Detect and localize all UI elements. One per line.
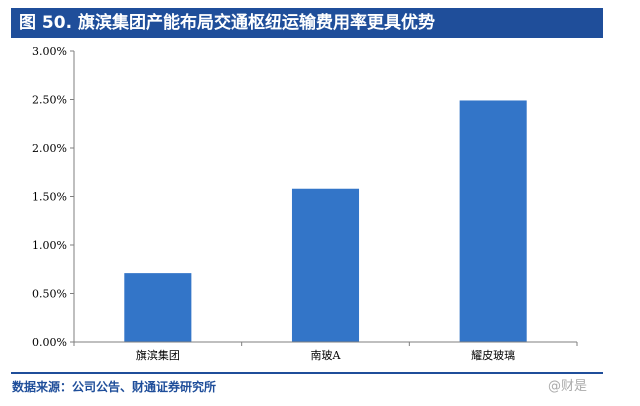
y-axis: 0.00% 0.50% 1.00% 1.50% 2.00% 2.50% 3.00% xyxy=(32,45,75,349)
footer-divider xyxy=(11,372,603,374)
bar-2 xyxy=(291,188,360,342)
x-axis: 旗滨集团 南玻A 耀皮玻璃 xyxy=(73,341,578,362)
bar-3 xyxy=(459,100,527,342)
data-source-note: 数据来源：公司公告、财通证券研究所 xyxy=(12,380,217,394)
y-tick-label: 1.50% xyxy=(32,191,67,204)
watermark: @财是 xyxy=(548,379,588,394)
bars xyxy=(124,100,527,342)
y-tick-label: 1.00% xyxy=(32,239,67,252)
y-tick-label: 2.50% xyxy=(32,94,67,107)
bar-1 xyxy=(124,273,192,342)
y-tick-label: 0.50% xyxy=(32,288,67,301)
y-tick-label: 3.00% xyxy=(32,45,67,58)
x-category-label: 旗滨集团 xyxy=(136,348,180,362)
y-tick-label: 2.00% xyxy=(32,142,67,155)
y-tick-label: 0.00% xyxy=(32,336,67,349)
x-category-label: 南玻A xyxy=(311,349,342,362)
x-category-label: 耀皮玻璃 xyxy=(471,348,515,362)
figure-title: 图 50. 旗滨集团产能布局交通枢纽运输费用率更具优势 xyxy=(11,8,603,38)
